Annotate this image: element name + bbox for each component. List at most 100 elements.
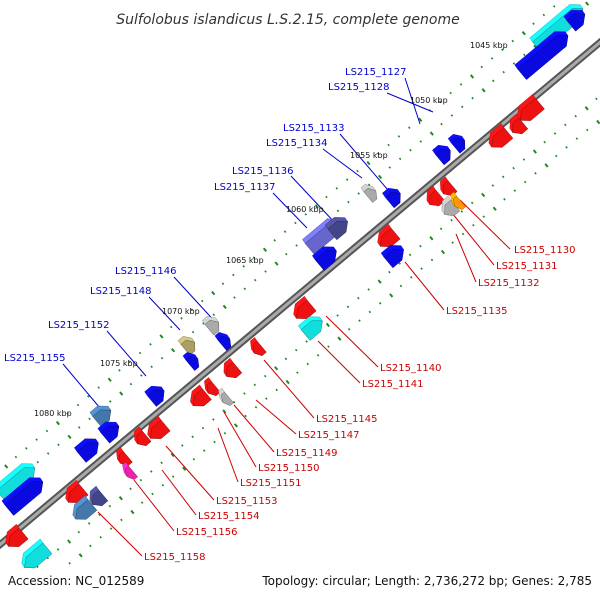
- gene-feature-orange-1[interactable]: [450, 191, 466, 210]
- label-leader-line: [233, 404, 275, 453]
- gene-feature-red-11[interactable]: [204, 377, 221, 396]
- gene-feature-red-9[interactable]: [223, 357, 243, 379]
- scale-tick: [325, 195, 328, 199]
- gene-label-ls215-1146[interactable]: LS215_1146: [115, 266, 176, 277]
- gene-feature-blue-11[interactable]: [97, 421, 120, 444]
- scale-tick: [440, 249, 446, 255]
- scale-tick: [222, 409, 227, 414]
- scale-tick: [191, 435, 194, 439]
- label-leader-line: [455, 233, 477, 283]
- gene-feature-gray-2[interactable]: [360, 184, 378, 203]
- scale-tick: [367, 288, 370, 291]
- gene-label-ls215-1140[interactable]: LS215_1140: [380, 363, 441, 374]
- gene-label-ls215-1135[interactable]: LS215_1135: [446, 306, 507, 317]
- gene-feature-blue-8[interactable]: [214, 332, 232, 351]
- label-leader-line: [263, 359, 315, 419]
- gene-feature-blue-7[interactable]: [380, 245, 405, 269]
- gene-label-ls215-1137[interactable]: LS215_1137: [214, 182, 275, 193]
- gene-label-ls215-1127[interactable]: LS215_1127: [345, 67, 406, 78]
- scale-tick: [543, 140, 546, 144]
- gene-feature-blue-9[interactable]: [182, 352, 200, 371]
- gene-feature-red-3[interactable]: [509, 113, 529, 135]
- scale-tick: [469, 74, 475, 79]
- scale-tick: [108, 504, 112, 508]
- gene-feature-red-10[interactable]: [190, 384, 212, 407]
- gene-feature-navy-2[interactable]: [89, 485, 109, 507]
- gene-label-ls215-1152[interactable]: LS215_1152: [48, 320, 109, 331]
- gene-label-ls215-1149[interactable]: LS215_1149: [276, 448, 337, 459]
- scale-tick: [274, 366, 279, 371]
- gene-label-ls215-1154[interactable]: LS215_1154: [198, 511, 259, 522]
- gene-feature-red-2[interactable]: [488, 123, 514, 148]
- gene-label-ls215-1128[interactable]: LS215_1128: [328, 82, 389, 93]
- gene-feature-red-6[interactable]: [377, 223, 401, 247]
- scale-label-1070: 1070 kbp: [162, 307, 200, 316]
- gene-label-ls215-1147[interactable]: LS215_1147: [298, 430, 359, 441]
- scale-tick: [337, 336, 342, 341]
- gene-feature-gray-4[interactable]: [218, 387, 234, 406]
- gene-label-ls215-1133[interactable]: LS215_1133: [283, 123, 344, 134]
- gene-feature-red-16[interactable]: [5, 523, 29, 547]
- gene-feature-blue-5[interactable]: [382, 187, 401, 209]
- gene-feature-magenta-1[interactable]: [122, 461, 138, 480]
- scale-tick: [211, 290, 216, 296]
- gene-label-ls215-1150[interactable]: LS215_1150: [258, 463, 319, 474]
- gene-feature-blue-6[interactable]: [312, 246, 337, 271]
- scale-tick: [244, 414, 247, 418]
- gene-feature-blue-1[interactable]: [514, 31, 569, 80]
- gene-label-ls215-1151[interactable]: LS215_1151: [240, 478, 301, 489]
- gene-label-ls215-1148[interactable]: LS215_1148: [90, 286, 151, 297]
- gene-feature-cyan-4[interactable]: [21, 538, 53, 569]
- label-leader-line: [317, 340, 361, 384]
- gene-feature-red-4[interactable]: [426, 185, 446, 207]
- scale-tick: [263, 374, 267, 378]
- scale-tick: [439, 227, 443, 231]
- gene-feature-red-13[interactable]: [134, 426, 152, 447]
- scale-tick: [439, 100, 442, 103]
- gene-label-ls215-1141[interactable]: LS215_1141: [362, 379, 423, 390]
- gene-feature-blue-3[interactable]: [432, 144, 451, 166]
- scale-tick: [316, 354, 320, 357]
- scale-tick: [109, 527, 113, 530]
- gene-feature-blue-10[interactable]: [144, 385, 165, 407]
- gene-label-ls215-1158[interactable]: LS215_1158: [144, 552, 205, 563]
- gene-feature-red-12[interactable]: [147, 415, 171, 439]
- gene-label-ls215-1130[interactable]: LS215_1130: [514, 245, 575, 256]
- gene-label-ls215-1153[interactable]: LS215_1153: [216, 496, 277, 507]
- scale-tick: [119, 391, 124, 396]
- label-leader-line: [161, 469, 197, 516]
- scale-tick: [35, 438, 38, 441]
- scale-tick: [459, 83, 463, 86]
- scale-label-1055: 1055 kbp: [350, 151, 388, 160]
- gene-feature-blue-4[interactable]: [447, 134, 466, 154]
- scale-tick: [107, 377, 112, 382]
- scale-tick: [202, 449, 206, 452]
- gene-label-ls215-1136[interactable]: LS215_1136: [232, 166, 293, 177]
- gene-feature-blue-12[interactable]: [74, 438, 99, 463]
- map-title: Sulfolobus islandicus L.S.2.15, complete…: [116, 12, 459, 28]
- scale-tick: [284, 357, 288, 361]
- scale-tick: [398, 157, 402, 161]
- gene-feature-gray-1[interactable]: [441, 195, 461, 217]
- gene-label-ls215-1131[interactable]: LS215_1131: [496, 261, 557, 272]
- gene-label-ls215-1132[interactable]: LS215_1132: [478, 278, 539, 289]
- scale-tick: [213, 440, 216, 444]
- gene-feature-red-7[interactable]: [293, 295, 317, 319]
- scale-tick: [275, 388, 278, 392]
- scale-tick: [89, 544, 92, 548]
- gene-feature-navy-1[interactable]: [324, 217, 349, 241]
- gene-feature-blue-13[interactable]: [1, 477, 44, 516]
- gene-label-ls215-1145[interactable]: LS215_1145: [316, 414, 377, 425]
- gene-feature-gray-3[interactable]: [201, 316, 220, 336]
- label-leader-line: [404, 77, 421, 125]
- gene-feature-cyan-2[interactable]: [298, 316, 323, 341]
- gene-label-ls215-1156[interactable]: LS215_1156: [176, 527, 237, 538]
- scale-tick: [420, 267, 423, 270]
- gene-label-ls215-1155[interactable]: LS215_1155: [4, 353, 65, 364]
- gene-feature-steel-2[interactable]: [72, 495, 98, 520]
- scale-tick: [544, 163, 549, 168]
- gene-feature-red-8[interactable]: [250, 337, 267, 356]
- gene-label-ls215-1134[interactable]: LS215_1134: [266, 138, 327, 149]
- gene-feature-blue-2[interactable]: [563, 9, 586, 32]
